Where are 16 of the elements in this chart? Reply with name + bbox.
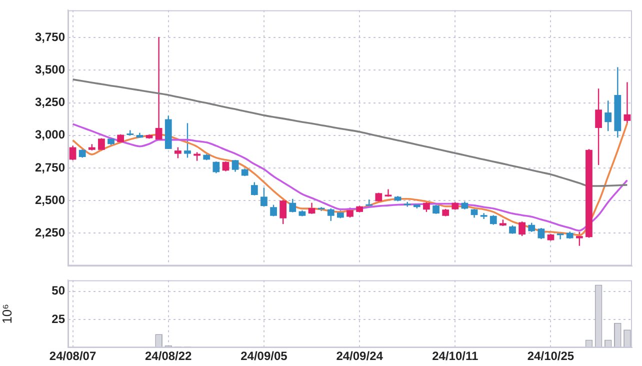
x-tick-label: 24/10/25 bbox=[527, 349, 574, 364]
y-tick-label: 3,500 bbox=[34, 62, 66, 76]
y-tick-label: 25 bbox=[52, 312, 66, 326]
y-tick-label: 3,000 bbox=[34, 128, 66, 142]
y-tick-label: 2,500 bbox=[34, 192, 66, 207]
y-tick-label: 2,250 bbox=[34, 226, 66, 240]
y-tick-label: 2,750 bbox=[34, 160, 66, 174]
x-tick-label: 24/08/22 bbox=[145, 349, 192, 364]
y-tick-label: 3,250 bbox=[34, 95, 66, 110]
x-tick-label: 24/10/11 bbox=[432, 349, 478, 364]
y-axis-title: 10⁶ bbox=[0, 304, 14, 324]
x-tick-label: 24/08/07 bbox=[49, 349, 96, 364]
x-tick-label: 24/09/05 bbox=[240, 349, 288, 364]
y-tick-label: 3,750 bbox=[34, 30, 66, 44]
x-tick-label: 24/09/24 bbox=[336, 349, 384, 364]
y-tick-label: 50 bbox=[52, 284, 66, 298]
